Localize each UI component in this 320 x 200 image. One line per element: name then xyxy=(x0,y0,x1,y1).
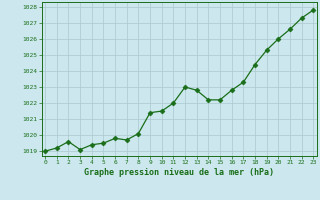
X-axis label: Graphe pression niveau de la mer (hPa): Graphe pression niveau de la mer (hPa) xyxy=(84,168,274,177)
